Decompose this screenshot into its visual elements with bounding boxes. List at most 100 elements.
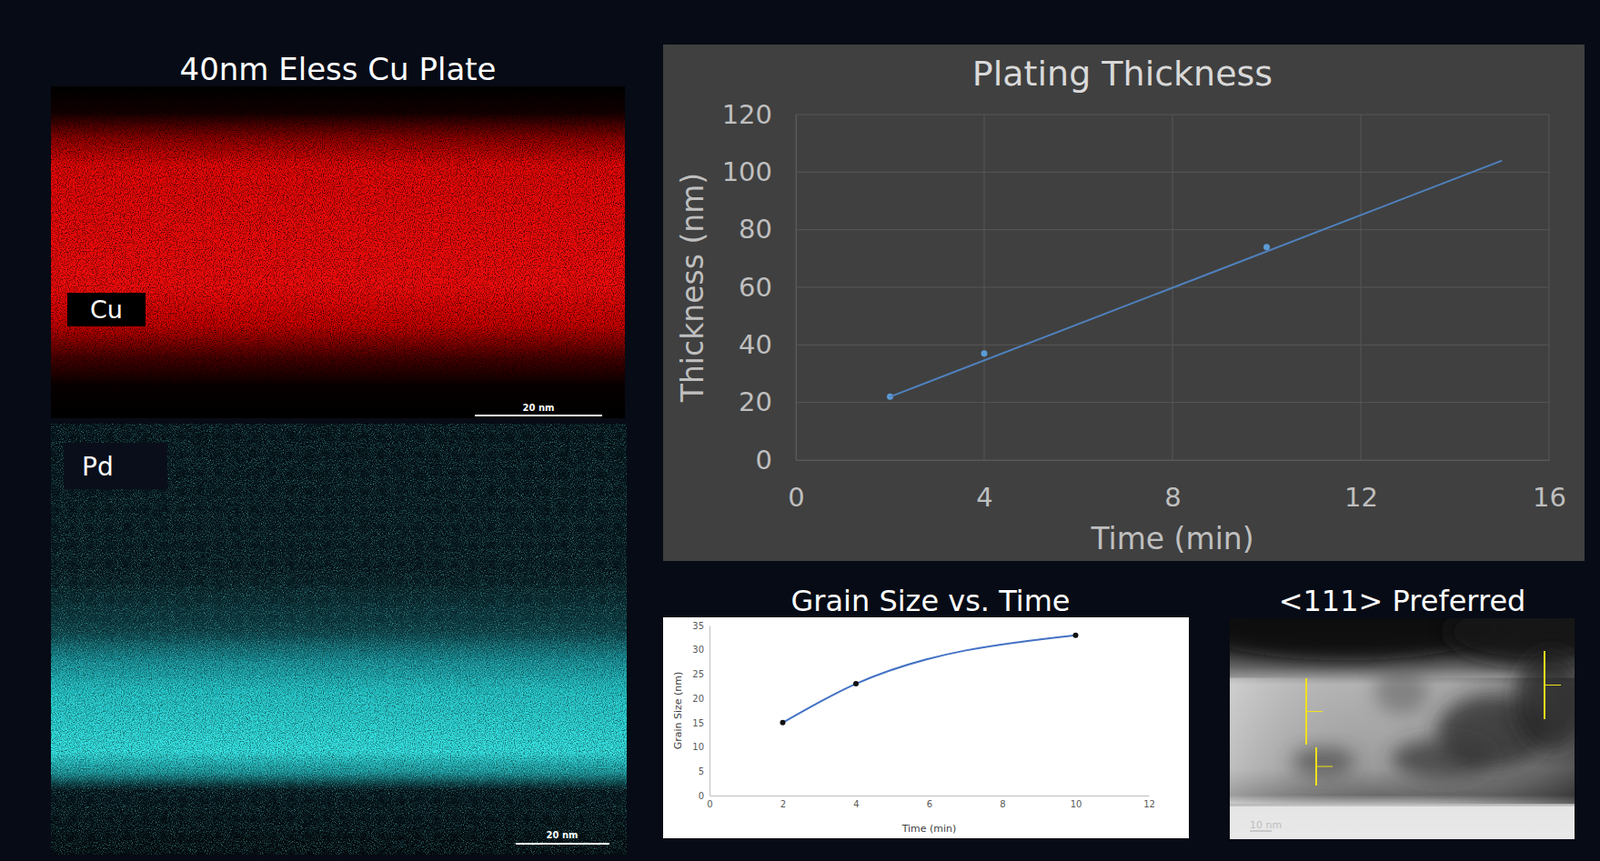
data-point: [1073, 633, 1079, 639]
tick: 30: [692, 644, 710, 655]
data-point: [780, 720, 786, 726]
scale-bar-label: 20 nm: [546, 830, 579, 841]
tick: 10: [1070, 795, 1083, 810]
tick: 8: [999, 795, 1006, 810]
tick: 40: [738, 329, 796, 361]
tem-contrast: [1514, 650, 1575, 751]
slide: Cu20 nm40nm Eless Cu PlatePd20 nm0204060…: [0, 0, 1600, 861]
tick-label: 8: [1164, 482, 1181, 514]
y-axis-title: Grain Size (nm): [672, 672, 685, 751]
tick-label: 4: [853, 799, 859, 810]
measure-tick: [1306, 711, 1323, 713]
tick-label: 12: [1344, 482, 1379, 514]
tick: 120: [722, 99, 796, 131]
tick: 4: [853, 795, 859, 810]
chart-panel: [663, 617, 1189, 839]
plot-area: [886, 161, 1502, 401]
grid-line: [1549, 114, 1550, 461]
image-title: 40nm Eless Cu Plate: [180, 50, 497, 88]
data-point: [853, 681, 859, 687]
tick-label: 80: [738, 213, 773, 245]
scale-bar: [474, 414, 603, 417]
plot-area: [780, 633, 1079, 726]
tick: 20: [738, 386, 796, 418]
grid-line: [984, 114, 986, 461]
tick-label: 0: [698, 791, 705, 802]
map-noise: [50, 423, 627, 856]
tick-label: 40: [738, 329, 773, 361]
chart-1: 0 5 10 15 20 25 30 35 0 2 4 6 8 10 12 Time (min) Grain S…: [663, 617, 1189, 839]
tick: 2: [780, 795, 786, 810]
tick-label: 0: [787, 482, 805, 514]
axis-line: [709, 626, 711, 797]
grid-line: [1360, 114, 1362, 461]
x-axis: 0 4 8 12 16: [787, 460, 1567, 514]
tem-contrast: [1291, 747, 1356, 777]
data-point: [981, 350, 988, 357]
series-line: [890, 161, 1503, 398]
tick-label: 100: [722, 156, 773, 188]
chart-panel: [663, 44, 1585, 562]
tick-label: 8: [999, 799, 1006, 810]
tick: 100: [722, 156, 796, 188]
tick: 0: [755, 444, 796, 476]
map-label: Pd: [81, 452, 114, 483]
chart-title: Grain Size vs. Time: [790, 583, 1070, 619]
tick-label: 5: [698, 766, 705, 777]
tick-label: 20: [738, 386, 773, 418]
scale-bar: [515, 843, 610, 846]
x-axis-title: Time (min): [1089, 521, 1254, 557]
tick: 20: [692, 694, 710, 705]
tick: 80: [738, 213, 796, 245]
series-line: [783, 635, 1077, 724]
tick: 16: [1532, 460, 1567, 514]
data-point: [1263, 243, 1270, 251]
pd-signal: [50, 423, 627, 856]
pd-map: Pd 20 nm: [50, 423, 627, 856]
axis-line: [796, 460, 1550, 462]
tick-label: 30: [692, 644, 705, 655]
tick-label: 12: [1143, 799, 1156, 810]
measure-tick: [1316, 766, 1333, 768]
grid: [795, 114, 1550, 461]
map-noise: [50, 423, 627, 856]
tem-image: 10 nm: [1229, 618, 1575, 840]
tick-label: 60: [738, 271, 773, 303]
cu-map: Cu20 nm: [50, 86, 625, 419]
tick-label: 0: [706, 799, 713, 810]
tick-label: 120: [722, 99, 773, 131]
tick-label: 15: [692, 718, 705, 729]
tick-label: 6: [926, 799, 933, 810]
tem-contrast: [1391, 739, 1492, 780]
axis-line: [795, 115, 797, 462]
tick: 5: [698, 766, 710, 777]
measure-tick: [1544, 684, 1561, 686]
scale-bar-label: 10 nm: [1249, 819, 1282, 832]
tick: 6: [926, 795, 933, 810]
cu-signal: [50, 86, 625, 419]
tick: 15: [692, 718, 710, 729]
x-axis: 0 2 4 6 8 10 12: [706, 795, 1156, 810]
tick: 4: [976, 460, 993, 514]
tick-label: 10: [692, 742, 705, 753]
scale-bar: [1249, 830, 1272, 833]
tick: 25: [692, 669, 710, 680]
image-title: <111> Preferred: [1278, 583, 1527, 619]
tick: 0: [787, 460, 805, 514]
label-box: [67, 292, 146, 327]
y-axis: 0 5 10 15 20 25 30 35: [692, 621, 710, 802]
label-box: [63, 442, 168, 490]
tick: 10: [692, 742, 710, 753]
tick-label: 25: [692, 669, 705, 680]
tick-label: 35: [692, 621, 705, 632]
grid-line: [795, 114, 797, 461]
tem-substrate: [1229, 806, 1575, 840]
tick: 12: [1344, 460, 1379, 514]
tick: 12: [1143, 795, 1156, 810]
map-ground: [50, 86, 625, 419]
tem-contrast: [1373, 668, 1429, 715]
x-axis-title: Time (min): [901, 823, 957, 836]
tick: 0: [706, 795, 713, 810]
tick-label: 2: [780, 799, 786, 810]
y-axis: 0 20 40 60 80 100 120: [722, 99, 797, 476]
